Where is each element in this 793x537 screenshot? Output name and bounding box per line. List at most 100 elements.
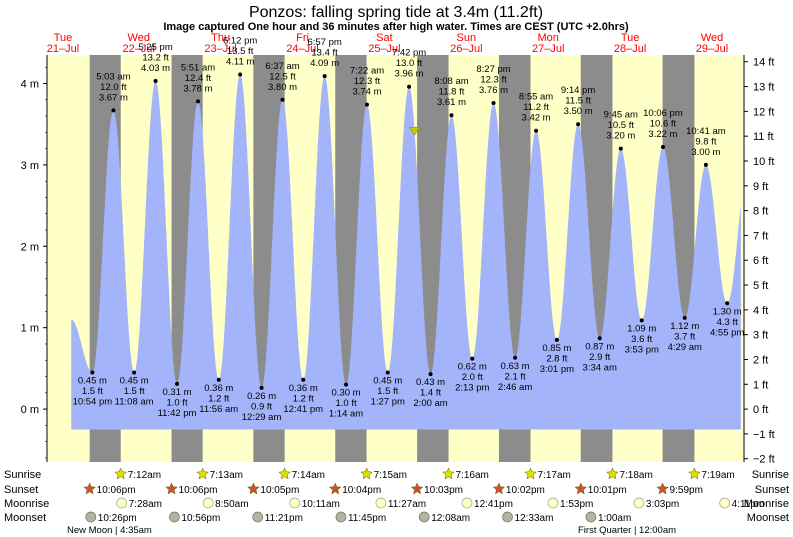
- tide-dot: [364, 102, 369, 107]
- moonset-item: 1:00am: [585, 511, 631, 524]
- tide-label: 13.5 ft: [227, 46, 254, 57]
- tide-label: 3.22 m: [648, 129, 677, 140]
- low-tide-point: 0.43 m1.4 ft2:00 am: [413, 372, 448, 409]
- tide-dot: [196, 99, 201, 104]
- tide-label: 11:56 am: [199, 404, 238, 415]
- y-tick-label: 2 ft: [753, 354, 768, 366]
- tide-label: 0.87 m: [585, 341, 614, 352]
- tide-label: 5:51 am: [181, 62, 215, 73]
- sunrise-time: 7:16am: [456, 470, 489, 481]
- tide-label: 2:00 am: [413, 398, 447, 409]
- moonrise-time: 11:27am: [388, 499, 426, 510]
- tide-label: 1.5 ft: [377, 386, 398, 397]
- sunrise-item: 7:12am: [114, 467, 161, 481]
- moonrise-time: 4:11pm: [732, 499, 765, 510]
- day-date: 23–Jul: [204, 43, 236, 55]
- tide-label: 2:13 pm: [455, 383, 489, 394]
- sunrise-item: 7:16am: [442, 467, 489, 481]
- tide-label: 3.80 m: [268, 82, 297, 93]
- row-label-right: Moonset: [747, 512, 789, 524]
- day-date: 29–Jul: [696, 43, 728, 55]
- sunset-item: 10:06pm: [83, 482, 136, 496]
- sunset-time: 10:06pm: [179, 485, 218, 496]
- moonset-item: 10:26pm: [85, 511, 137, 524]
- sunrise-time: 7:13am: [210, 470, 243, 481]
- tide-label: 11.8 ft: [439, 87, 465, 98]
- row-label-left: Sunset: [4, 484, 38, 496]
- tide-label: 1.5 ft: [82, 386, 103, 397]
- moonrise-time: 3:03pm: [646, 499, 679, 510]
- tide-label: 1:27 pm: [371, 396, 405, 407]
- moonrise-icon: [719, 497, 731, 509]
- moonrise-item: 10:11am: [289, 497, 340, 510]
- tide-dot: [470, 356, 475, 361]
- sun-icon: [606, 467, 619, 480]
- sunset-item: 10:02pm: [492, 482, 545, 496]
- low-tide-point: 1.12 m3.7 ft4:29 am: [668, 315, 702, 353]
- tide-label: 0.9 ft: [251, 401, 272, 412]
- tide-label: 0.45 m: [120, 375, 149, 386]
- tide-label: 1.0 ft: [166, 397, 187, 408]
- moonset-icon: [335, 511, 347, 523]
- low-tide-point: 0.45 m1.5 ft1:27 pm: [371, 370, 405, 407]
- sunset-star-icon: [410, 482, 424, 495]
- sunrise-time: 7:14am: [292, 470, 325, 481]
- moonset-item: 12:33am: [502, 511, 553, 524]
- sunset-item: 9:59pm: [656, 482, 703, 496]
- y-tick-label: 4 m: [21, 78, 39, 90]
- tide-dot: [618, 146, 623, 151]
- tide-label: 3.42 m: [522, 113, 551, 124]
- y-tick-label: 3 m: [21, 160, 39, 172]
- row-label-right: Sunset: [755, 484, 789, 496]
- tide-dot: [344, 382, 349, 387]
- tide-label: 1.09 m: [627, 323, 656, 334]
- moonrise-icon: [289, 497, 301, 509]
- y-tick-label: 11 ft: [753, 131, 774, 143]
- moonrise-time: 7:28am: [129, 499, 162, 510]
- sun-icon: [114, 467, 128, 480]
- day-labels: Tue21–JulWed22–JulThu23–JulFri24–JulSat2…: [47, 32, 728, 55]
- y-tick-label: 0 ft: [753, 404, 768, 416]
- tide-label: 0.62 m: [458, 362, 487, 373]
- y-tick-label: 6 ft: [753, 255, 768, 267]
- tide-label: 0.63 m: [501, 361, 530, 372]
- tide-dot: [132, 370, 137, 375]
- sunset-time: 10:06pm: [97, 485, 136, 496]
- sunset-item: 10:06pm: [165, 482, 218, 496]
- tide-dot: [111, 108, 116, 113]
- tide-dot: [90, 370, 95, 375]
- moonrise-item: 3:03pm: [633, 497, 679, 510]
- tide-dot: [280, 97, 285, 102]
- moonrise-icon: [547, 497, 559, 509]
- tide-label: 13.0 ft: [396, 58, 423, 69]
- tide-dot: [216, 377, 221, 382]
- tide-curve: [71, 74, 741, 430]
- tide-dot: [322, 74, 327, 79]
- day-name: Sun: [457, 32, 477, 44]
- sun-icon: [196, 467, 210, 480]
- tide-label: 13.4 ft: [311, 48, 338, 59]
- day-name: Thu: [211, 32, 230, 44]
- sun-icon: [360, 467, 373, 480]
- sunset-item: 10:04pm: [328, 482, 381, 496]
- tide-label: 10:54 pm: [73, 396, 113, 407]
- sunset-star-icon: [247, 482, 260, 495]
- tide-label: 3:34 am: [583, 362, 617, 373]
- day-date: 24–Jul: [286, 43, 318, 55]
- tide-label: 3.74 m: [352, 87, 381, 98]
- moonrise-icon: [633, 497, 645, 509]
- sunrise-time: 7:12am: [128, 470, 161, 481]
- sunrise-time: 7:17am: [537, 470, 570, 481]
- sunset-time: 10:02pm: [506, 485, 545, 496]
- day-name: Tue: [54, 32, 73, 44]
